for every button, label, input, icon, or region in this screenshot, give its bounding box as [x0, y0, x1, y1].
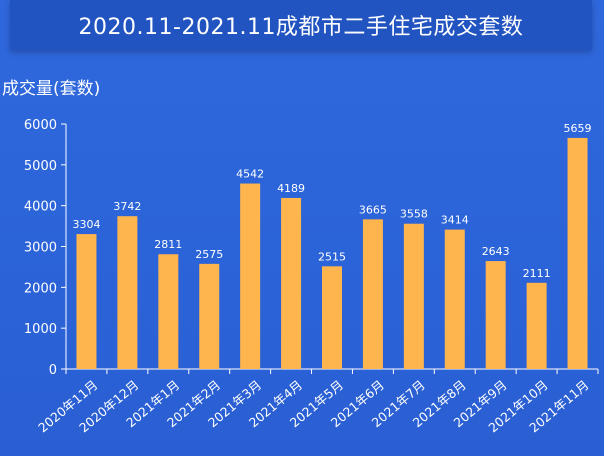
y-tick-label: 6000: [24, 118, 57, 133]
bar: [322, 266, 342, 369]
y-tick-label: 1000: [24, 322, 57, 337]
bar: [117, 216, 138, 369]
bar: [444, 229, 465, 369]
chart-bars: [76, 137, 588, 369]
y-tick-label: 0: [49, 363, 57, 378]
data-label: 2575: [195, 248, 223, 261]
bar: [362, 219, 383, 369]
data-label: 4542: [236, 168, 264, 181]
data-label: 3742: [113, 200, 141, 213]
y-tick-label: 2000: [24, 281, 57, 296]
data-label: 4189: [277, 182, 305, 195]
data-label: 5659: [564, 122, 592, 135]
y-axis-label: 成交量(套数): [2, 79, 101, 99]
bar: [240, 183, 261, 369]
bar: [403, 223, 424, 369]
chart-labels: 010002000300040005000600033042020年11月374…: [24, 118, 592, 435]
data-label: 2811: [154, 238, 182, 251]
chart-title: 2020.11-2021.11成都市二手住宅成交套数: [78, 15, 524, 40]
bar: [485, 261, 506, 369]
bar: [526, 282, 547, 369]
y-tick-label: 3000: [24, 241, 57, 256]
data-label: 3665: [359, 203, 387, 216]
chart-title-bar: 2020.11-2021.11成都市二手住宅成交套数: [10, 0, 592, 50]
y-tick-label: 5000: [24, 159, 57, 174]
bar: [281, 197, 302, 369]
data-label: 3414: [441, 214, 469, 227]
data-label: 3558: [400, 208, 428, 221]
bar: [199, 263, 220, 369]
data-label: 2643: [482, 245, 510, 258]
bar: [158, 254, 179, 369]
data-label: 2515: [318, 250, 346, 263]
y-tick-label: 4000: [24, 200, 57, 215]
bar: [76, 234, 97, 369]
bar: [567, 137, 588, 369]
data-label: 2111: [523, 267, 551, 280]
data-label: 3304: [72, 218, 100, 231]
